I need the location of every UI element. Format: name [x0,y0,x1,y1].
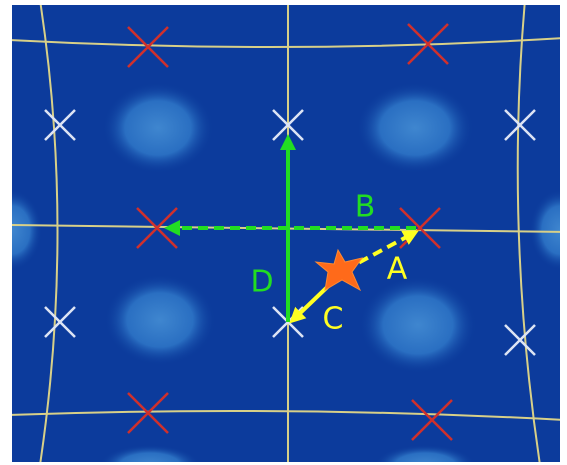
label-c: C [323,302,344,337]
grid-lines [12,5,560,462]
star [314,248,364,292]
density-blobs [12,83,560,462]
label-a: A [387,252,408,287]
red-markers [127,23,453,441]
label-d: D [250,265,273,300]
white-markers [44,109,536,356]
label-b: B [355,190,376,225]
